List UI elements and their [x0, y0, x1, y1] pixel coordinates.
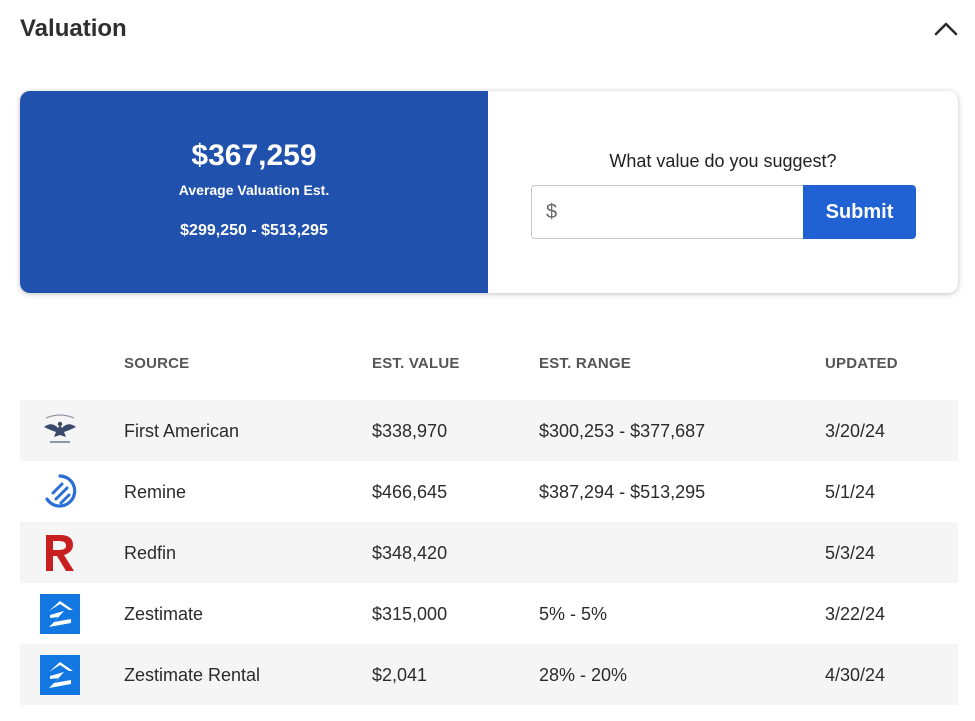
- column-header-est-range: EST. RANGE: [539, 355, 632, 372]
- est-value: $315,000: [372, 604, 448, 624]
- currency-symbol: $: [546, 201, 558, 223]
- est-value: $348,420: [372, 543, 448, 563]
- chevron-up-icon: [934, 22, 958, 36]
- average-valuation-value: $367,259: [191, 139, 317, 172]
- zillow-logo: [40, 594, 80, 634]
- suggest-value-input[interactable]: [566, 196, 796, 228]
- table-row: Zestimate $315,000 5% - 5% 3/22/24: [20, 583, 958, 644]
- updated-date: 5/1/24: [825, 482, 876, 502]
- suggest-value-field[interactable]: $: [531, 185, 804, 239]
- table-row: First American $338,970 $300,253 - $377,…: [20, 400, 958, 461]
- source-name: Redfin: [124, 543, 177, 563]
- source-name: First American: [124, 421, 240, 441]
- updated-date: 4/30/24: [825, 665, 886, 685]
- first-american-eagle-logo: [40, 411, 80, 451]
- average-valuation-panel: $367,259 Average Valuation Est. $299,250…: [20, 91, 488, 293]
- section-title: Valuation: [20, 15, 127, 42]
- updated-date: 3/20/24: [825, 421, 886, 441]
- est-range: $387,294 - $513,295: [539, 482, 706, 502]
- est-range: 28% - 20%: [539, 665, 628, 685]
- valuation-sources-table: SOURCE EST. VALUE EST. RANGE UPDATED Fir…: [20, 340, 958, 705]
- source-name: Remine: [124, 482, 187, 502]
- est-range: $300,253 - $377,687: [539, 421, 706, 441]
- collapse-button[interactable]: [932, 16, 960, 40]
- est-value: $466,645: [372, 482, 448, 502]
- suggest-question: What value do you suggest?: [609, 151, 837, 171]
- average-valuation-range: $299,250 - $513,295: [180, 222, 328, 239]
- valuation-card: $367,259 Average Valuation Est. $299,250…: [20, 91, 958, 293]
- suggest-value-panel: What value do you suggest? $ Submit: [488, 91, 958, 293]
- table-row: Redfin $348,420 5/3/24: [20, 522, 958, 583]
- table-row: Remine $466,645 $387,294 - $513,295 5/1/…: [20, 461, 958, 522]
- redfin-logo: [40, 533, 80, 573]
- column-header-est-value: EST. VALUE: [372, 355, 460, 372]
- zillow-logo: [40, 655, 80, 695]
- table-row: Zestimate Rental $2,041 28% - 20% 4/30/2…: [20, 644, 958, 705]
- est-value: $338,970: [372, 421, 448, 441]
- source-name: Zestimate Rental: [124, 665, 261, 685]
- source-name: Zestimate: [124, 604, 204, 624]
- average-valuation-label: Average Valuation Est.: [178, 182, 330, 198]
- updated-date: 5/3/24: [825, 543, 876, 563]
- submit-button[interactable]: Submit: [803, 185, 916, 239]
- table-header: SOURCE EST. VALUE EST. RANGE UPDATED: [20, 340, 958, 400]
- remine-logo: [40, 472, 80, 512]
- column-header-source: SOURCE: [124, 355, 190, 372]
- valuation-header: Valuation: [20, 14, 960, 44]
- updated-date: 3/22/24: [825, 604, 886, 624]
- est-range: 5% - 5%: [539, 604, 608, 624]
- est-value: $2,041: [372, 665, 428, 685]
- column-header-updated: UPDATED: [825, 355, 898, 372]
